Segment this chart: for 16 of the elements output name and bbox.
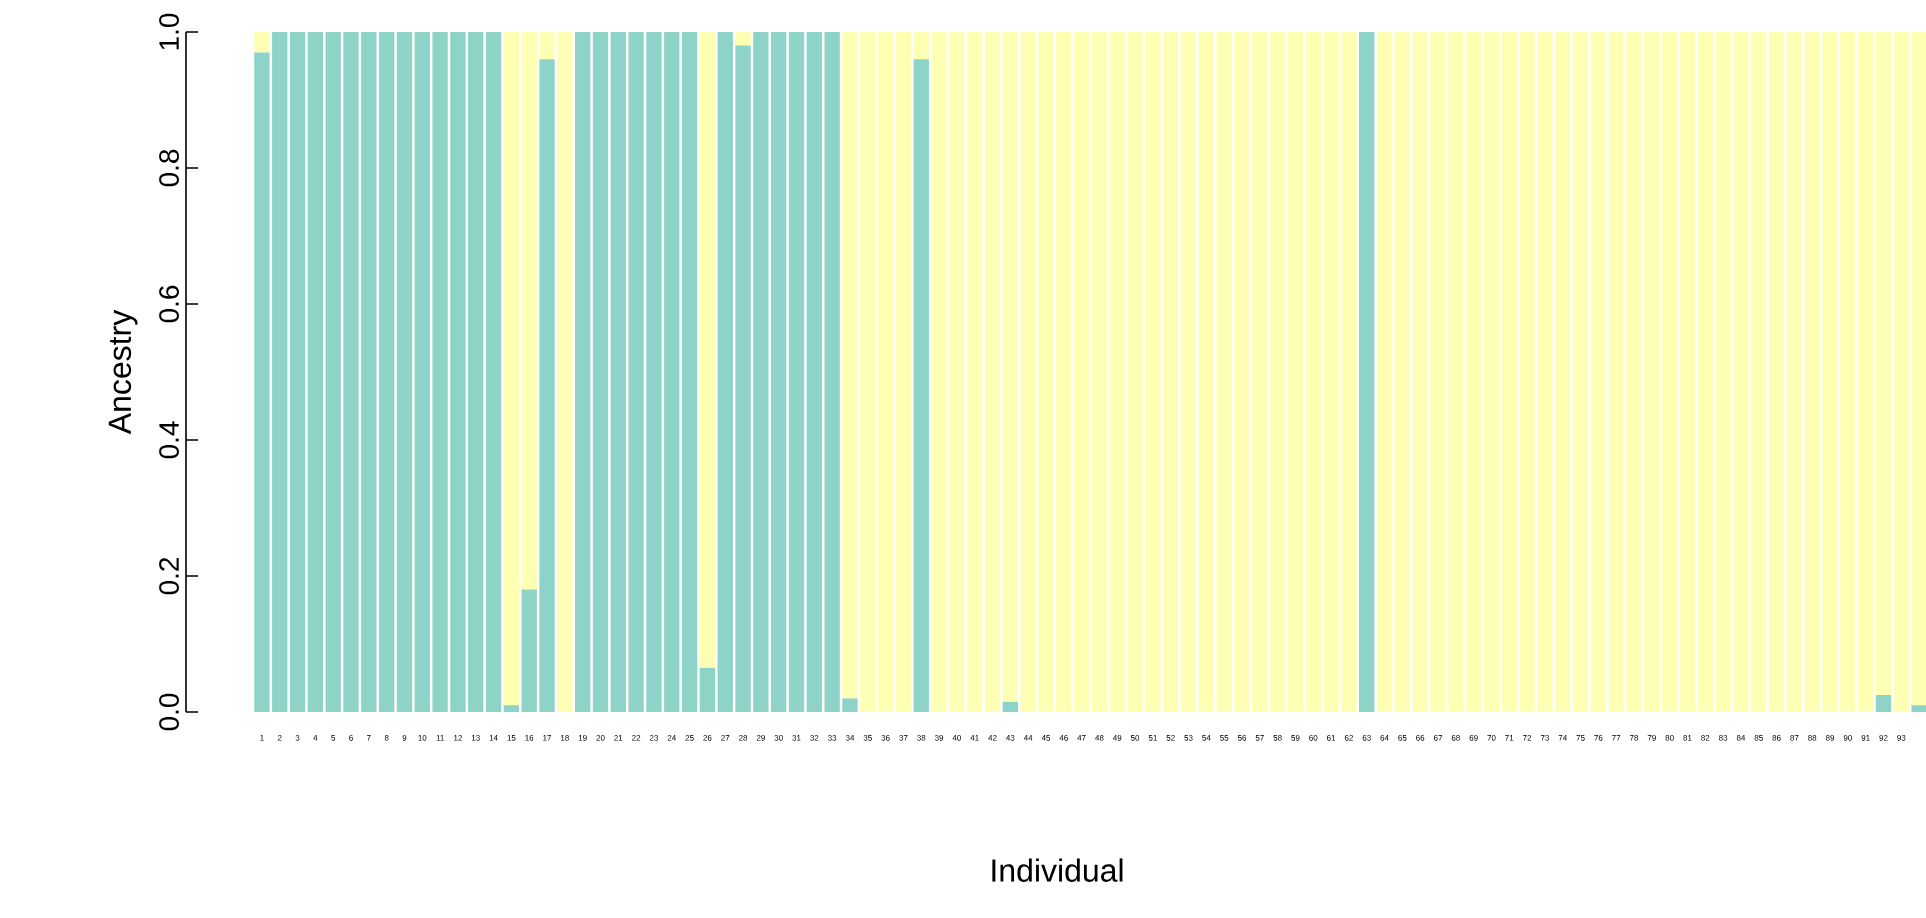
y-tick-label: 0.0 <box>159 693 179 731</box>
y-tick-label: 1.0 <box>159 13 179 50</box>
bar <box>254 31 270 53</box>
bar <box>735 31 751 46</box>
y-tick-label: 0.2 <box>159 557 179 595</box>
bar <box>1002 701 1018 712</box>
bar <box>1911 705 1926 712</box>
y-axis-title: Ancestry <box>108 309 138 435</box>
y-tick-label: 0.6 <box>159 285 179 323</box>
bar <box>1359 31 1375 712</box>
bar <box>1875 695 1892 712</box>
bar <box>913 59 929 712</box>
x-axis-title: Individual <box>992 858 1123 882</box>
bar <box>699 31 716 668</box>
y-tick-label: 0.4 <box>159 421 179 459</box>
y-tick-label: 0.8 <box>159 149 179 187</box>
